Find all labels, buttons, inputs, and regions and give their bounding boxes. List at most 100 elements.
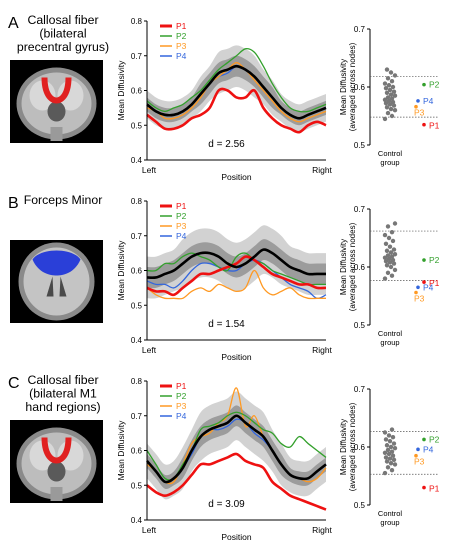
series-line-p1 [146, 452, 327, 511]
control-point [392, 93, 398, 98]
y-tick-label: 0.5 [354, 141, 366, 150]
control-point [385, 465, 391, 470]
control-point [392, 445, 398, 451]
control-point [384, 67, 390, 72]
control-point [386, 83, 392, 88]
control-point [390, 84, 396, 90]
category-label-line1: Control [378, 329, 403, 338]
control-point [385, 270, 391, 275]
control-point [387, 244, 393, 249]
panel-letter: A [8, 15, 19, 32]
control-point [389, 230, 395, 235]
legend-label-p2: P2 [176, 391, 187, 401]
control-point [382, 81, 388, 86]
control-point [388, 264, 394, 270]
control-point [382, 97, 388, 102]
control-point [391, 457, 397, 462]
y-axis-label-line1: Mean Diffusivity [339, 419, 348, 475]
legend-label-p4: P4 [176, 231, 187, 241]
fiber-tract [41, 77, 72, 104]
y-tick-label: 0.7 [354, 205, 366, 214]
brain-image-a [10, 60, 103, 143]
control-point [382, 450, 388, 455]
control-point [389, 468, 395, 473]
y-tick-label: 0.4 [131, 156, 143, 165]
y-tick-label: 0.7 [131, 232, 143, 241]
patient-point-p3 [414, 453, 418, 458]
patient-point-p2 [422, 258, 426, 262]
category-label-line2: group [380, 338, 399, 347]
legend-label-p1: P1 [176, 21, 187, 31]
panel-title-line: Callosal fiber [27, 373, 98, 387]
y-axis-label-line2: (averaged across nodes) [348, 222, 357, 311]
y-tick-label: 0.5 [131, 481, 143, 490]
y-tick-label: 0.6 [131, 447, 143, 456]
control-point [385, 110, 391, 116]
control-point [386, 433, 392, 438]
control-point [386, 235, 392, 241]
control-point [387, 87, 393, 93]
legend-label-p1: P1 [176, 381, 187, 391]
patient-point-p1 [422, 122, 426, 127]
y-tick-label: 0.7 [354, 25, 366, 34]
control-point [387, 456, 393, 461]
control-point [391, 89, 397, 94]
x-axis-label: Position [221, 532, 252, 542]
panel-title-line: precentral gyrus) [17, 40, 109, 54]
control-point [384, 90, 390, 96]
series-line-p2 [146, 252, 326, 286]
panel-letter: B [8, 195, 19, 212]
line-chart-a: 0.4 0.5 0.6 0.7 0.8 Left Right Position Mean Dif… [116, 17, 333, 182]
control-point [382, 276, 388, 281]
y-tick-label: 0.5 [354, 321, 366, 330]
patient-point-p4 [416, 285, 420, 290]
y-tick-label: 0.7 [354, 385, 366, 394]
legend-label-p3: P3 [176, 41, 187, 51]
effect-size-label: d = 1.54 [208, 319, 245, 330]
control-point [388, 461, 394, 466]
series-line-p3 [146, 269, 326, 300]
control-point [382, 255, 388, 260]
y-axis-label-line2: (averaged across nodes) [348, 402, 357, 491]
patient-point-p3 [414, 104, 418, 109]
y-tick-label: 0.8 [131, 377, 143, 386]
line-chart-b: 0.4 0.5 0.6 0.7 0.8 Left Right Position Mean Dif… [116, 197, 333, 362]
control-point [390, 99, 396, 105]
control-mean-line [146, 248, 326, 280]
legend-label-p3: P3 [176, 401, 187, 411]
patient-label-p3: P3 [414, 108, 425, 118]
legend-label-p4: P4 [176, 51, 187, 61]
y-tick-label: 0.4 [131, 516, 143, 525]
y-tick-label: 0.8 [131, 197, 143, 206]
patient-label-p4: P4 [423, 96, 434, 106]
legend-label-p2: P2 [176, 31, 187, 41]
category-label-line2: group [380, 158, 399, 167]
y-tick-label: 0.6 [354, 263, 366, 272]
control-mean-line [146, 414, 327, 484]
control-mean-line [146, 64, 327, 120]
panel-letter: C [8, 375, 20, 392]
patient-label-p2: P2 [429, 434, 440, 444]
y-tick-label: 0.5 [354, 501, 366, 510]
fiber-tract [32, 250, 81, 276]
y-axis-label-line1: Mean Diffusivity [339, 239, 348, 295]
x-tick-label-right: Right [312, 525, 332, 535]
brain-ventricle-left [46, 276, 54, 297]
control-point [383, 101, 389, 106]
control-point [390, 453, 396, 458]
brain-white-matter-right [57, 440, 84, 471]
control-point [384, 263, 390, 268]
brain-ventricle [47, 461, 66, 482]
control-point [388, 106, 394, 112]
control-point [383, 259, 389, 264]
control-point [383, 241, 389, 246]
panel-title-line: (bilateral [39, 27, 86, 41]
control-point [392, 267, 398, 273]
x-tick-label-right: Right [312, 165, 332, 175]
y-tick-label: 0.6 [131, 267, 143, 276]
